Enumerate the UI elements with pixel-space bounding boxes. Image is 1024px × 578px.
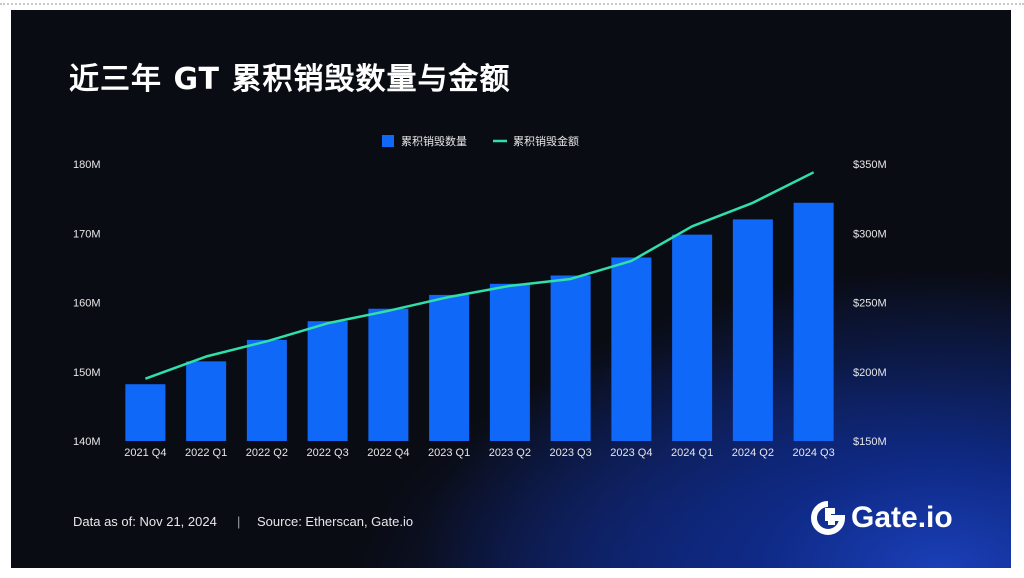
x-tick-label: 2022 Q1 xyxy=(185,447,227,459)
x-tick-label: 2023 Q4 xyxy=(610,447,652,459)
bar xyxy=(732,219,773,441)
chart-svg: 140M 150M 160M 170M 180M $150M $200M $250M $300M… xyxy=(73,134,887,459)
top-border xyxy=(0,3,1024,5)
bar xyxy=(611,257,652,441)
legend-bar-swatch xyxy=(382,135,394,147)
y-right-tick-label: $200M xyxy=(853,367,887,379)
gate-logo[interactable]: Gate.io xyxy=(811,498,953,538)
y-left-tick-label: 140M xyxy=(73,436,101,448)
x-tick-label: 2023 Q3 xyxy=(550,447,592,459)
x-tick-label: 2021 Q4 xyxy=(124,447,166,459)
bar xyxy=(793,202,834,441)
bar xyxy=(489,283,530,441)
data-source: Source: Etherscan, Gate.io xyxy=(257,514,414,529)
y-left-tick-label: 180M xyxy=(73,159,101,171)
chart-panel: 近三年 GT 累积销毁数量与金额 140M 150M 160M 170M 180M $15… xyxy=(11,10,1011,568)
y-left-tick-label: 170M xyxy=(73,228,101,240)
y-left-tick-label: 160M xyxy=(73,298,101,310)
y-right-tick-label: $300M xyxy=(853,228,887,240)
bar xyxy=(125,384,166,441)
gate-logo-icon xyxy=(811,501,845,535)
y-right-tick-label: $350M xyxy=(853,159,887,171)
legend-bar-label: 累积销毁数量 xyxy=(401,134,467,148)
x-tick-label: 2024 Q1 xyxy=(671,447,713,459)
bar xyxy=(246,339,287,441)
legend-line-label: 累积销毁金额 xyxy=(513,134,579,148)
x-tick-label: 2024 Q3 xyxy=(793,447,835,459)
data-date: Data as of: Nov 21, 2024 xyxy=(73,514,217,529)
x-tick-label: 2023 Q2 xyxy=(489,447,531,459)
x-tick-label: 2024 Q2 xyxy=(732,447,774,459)
bar xyxy=(307,321,348,441)
footer-separator: | xyxy=(237,514,241,529)
x-tick-label: 2022 Q3 xyxy=(307,447,349,459)
bar xyxy=(672,234,713,441)
bar xyxy=(429,294,470,441)
x-tick-label: 2022 Q4 xyxy=(367,447,409,459)
y-right-tick-label: $150M xyxy=(853,436,887,448)
y-left-tick-label: 150M xyxy=(73,367,101,379)
y-right-tick-label: $250M xyxy=(853,298,887,310)
bar xyxy=(550,275,591,441)
line-series xyxy=(144,171,815,380)
bar xyxy=(368,308,409,441)
logo-text: Gate.io xyxy=(851,501,953,534)
x-tick-label: 2022 Q2 xyxy=(246,447,288,459)
chart-title: 近三年 GT 累积销毁数量与金额 xyxy=(69,62,511,97)
bar xyxy=(186,361,227,441)
x-tick-label: 2023 Q1 xyxy=(428,447,470,459)
